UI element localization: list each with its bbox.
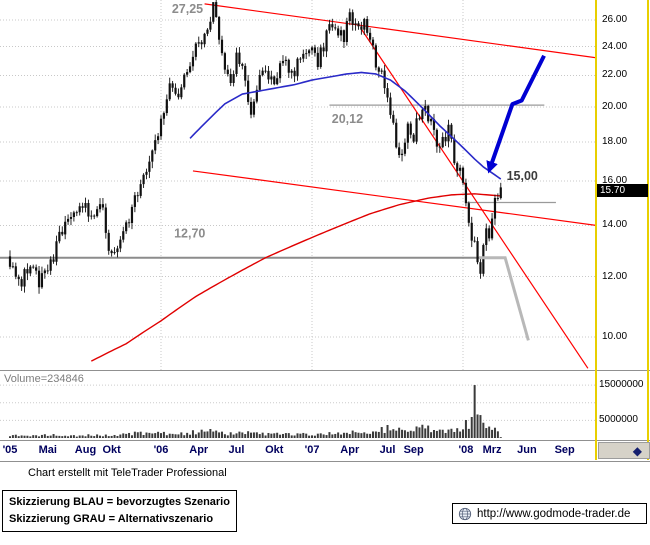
x-axis-label: Apr — [340, 444, 360, 456]
source-url: http://www.godmode-trader.de — [477, 507, 631, 520]
price-axis-tick: 14.00 — [602, 219, 628, 231]
scrollbar-thumb-icon[interactable]: ◆ — [632, 444, 642, 458]
x-axis-label: Jul — [379, 444, 396, 456]
last-price-badge: 15.70 — [597, 184, 648, 197]
price-axis-tick: 16.00 — [602, 175, 628, 187]
x-axis-label: '08 — [458, 444, 474, 456]
x-axis-label: '05 — [2, 444, 18, 456]
scenario-legend: Skizzierung BLAU = bevorzugtes Szenario … — [2, 490, 237, 532]
x-axis-label: '07 — [304, 444, 320, 456]
horizontal-scrollbar[interactable]: ◆ — [598, 442, 650, 459]
legend-blue-scenario-label: Skizzierung BLAU = bevorzugtes Szenario — [9, 496, 230, 508]
x-axis-label: Okt — [102, 444, 121, 456]
price-annotation: 12,70 — [174, 226, 205, 240]
blue-moving-average — [189, 71, 502, 180]
price-axis-tick: 10.00 — [602, 331, 628, 343]
horizontal-levels — [0, 104, 556, 259]
price-volume-separator — [0, 370, 650, 371]
x-axis-label: Mrz — [482, 444, 502, 456]
price-chart-pane[interactable]: 20,12 15,00 12,70 27,25 — [0, 0, 596, 370]
x-axis-label: Mai — [38, 444, 57, 456]
volume-axis-separator — [0, 440, 650, 441]
blue-preferred-scenario — [486, 54, 546, 174]
price-annotation: 27,25 — [172, 2, 203, 16]
candlesticks — [8, 0, 502, 294]
x-axis-label: '06 — [153, 444, 169, 456]
price-annotations: 20,12 15,00 12,70 27,25 — [172, 2, 538, 240]
credit-note: Chart erstellt mit TeleTrader Profession… — [28, 467, 227, 479]
price-axis-tick: 22.00 — [602, 69, 628, 81]
globe-icon — [458, 507, 472, 520]
chart-bottom-border — [0, 461, 650, 462]
volume-indicator-label: Volume=234846 — [4, 373, 84, 385]
trendlines — [192, 3, 596, 369]
price-axis-tick: 26.00 — [602, 14, 628, 26]
gray-alternative-scenario — [479, 256, 530, 341]
x-axis-label: Jul — [228, 444, 245, 456]
window-edge-line — [647, 0, 649, 460]
source-url-box: http://www.godmode-trader.de — [452, 503, 647, 524]
gridlines — [0, 0, 596, 370]
price-axis-tick: 24.00 — [602, 40, 628, 52]
price-annotation: 20,12 — [332, 112, 363, 126]
axis-divider-line — [595, 0, 597, 460]
x-axis-label: Okt — [265, 444, 284, 456]
volume-chart-pane[interactable] — [0, 372, 596, 440]
volume-bars — [9, 385, 502, 438]
x-axis-label: Aug — [74, 444, 97, 456]
x-axis-label: Sep — [403, 444, 424, 456]
volume-axis-tick: 5000000 — [599, 414, 638, 426]
x-axis-label: Apr — [189, 444, 209, 456]
price-axis-tick: 12.00 — [602, 270, 628, 282]
red-moving-average — [90, 193, 501, 362]
x-axis-label: Jun — [517, 444, 537, 456]
price-axis-tick: 20.00 — [602, 101, 628, 113]
price-annotation: 15,00 — [507, 169, 538, 183]
legend-gray-scenario-label: Skizzierung GRAU = Alternativszenario — [9, 513, 214, 525]
x-axis-label: Sep — [554, 444, 575, 456]
volume-axis-tick: 15000000 — [599, 379, 644, 391]
price-axis-tick: 18.00 — [602, 136, 628, 148]
